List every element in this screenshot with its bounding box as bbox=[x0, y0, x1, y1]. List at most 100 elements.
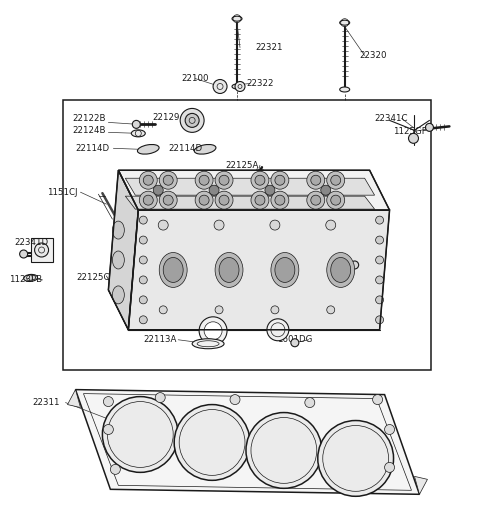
Circle shape bbox=[376, 296, 384, 304]
Circle shape bbox=[326, 220, 336, 230]
Ellipse shape bbox=[112, 251, 124, 269]
Circle shape bbox=[384, 462, 395, 472]
Polygon shape bbox=[75, 389, 420, 494]
Circle shape bbox=[376, 256, 384, 264]
Circle shape bbox=[270, 220, 280, 230]
Circle shape bbox=[275, 195, 285, 205]
Circle shape bbox=[327, 191, 345, 209]
Circle shape bbox=[271, 171, 289, 189]
Text: 1151CJ: 1151CJ bbox=[47, 188, 77, 197]
Circle shape bbox=[163, 195, 173, 205]
Circle shape bbox=[139, 276, 147, 284]
Circle shape bbox=[159, 191, 177, 209]
Circle shape bbox=[327, 306, 335, 314]
Text: 22311: 22311 bbox=[33, 398, 60, 407]
Circle shape bbox=[384, 425, 395, 434]
Circle shape bbox=[230, 394, 240, 405]
Circle shape bbox=[103, 397, 113, 407]
Ellipse shape bbox=[313, 204, 327, 211]
Circle shape bbox=[305, 398, 315, 408]
Ellipse shape bbox=[275, 258, 295, 283]
Circle shape bbox=[185, 113, 199, 127]
Text: 22114D: 22114D bbox=[168, 144, 203, 153]
Circle shape bbox=[331, 175, 341, 185]
Text: 22114D: 22114D bbox=[75, 144, 109, 153]
Circle shape bbox=[275, 175, 285, 185]
Ellipse shape bbox=[327, 252, 355, 287]
Text: 22124C: 22124C bbox=[323, 199, 356, 207]
Ellipse shape bbox=[194, 145, 216, 154]
Circle shape bbox=[139, 316, 147, 324]
Text: 22341C: 22341C bbox=[374, 114, 408, 123]
Text: 1125GF: 1125GF bbox=[393, 127, 426, 136]
Ellipse shape bbox=[340, 20, 350, 25]
Text: 22124B: 22124B bbox=[72, 126, 106, 135]
Text: 22113A: 22113A bbox=[144, 335, 177, 344]
Circle shape bbox=[246, 412, 322, 489]
Circle shape bbox=[376, 276, 384, 284]
Circle shape bbox=[195, 171, 213, 189]
Circle shape bbox=[376, 316, 384, 324]
Ellipse shape bbox=[112, 221, 124, 239]
Circle shape bbox=[327, 171, 345, 189]
Polygon shape bbox=[415, 476, 428, 494]
Text: 22125A: 22125A bbox=[225, 161, 258, 170]
Circle shape bbox=[110, 464, 120, 474]
Polygon shape bbox=[31, 238, 52, 262]
Text: 22112A: 22112A bbox=[149, 323, 182, 332]
Polygon shape bbox=[119, 170, 390, 210]
Circle shape bbox=[321, 185, 331, 195]
Circle shape bbox=[139, 296, 147, 304]
Ellipse shape bbox=[219, 258, 239, 283]
Circle shape bbox=[144, 175, 153, 185]
Circle shape bbox=[219, 195, 229, 205]
Text: 1571TC: 1571TC bbox=[341, 264, 373, 272]
Circle shape bbox=[144, 195, 153, 205]
Circle shape bbox=[408, 133, 419, 143]
Circle shape bbox=[271, 306, 279, 314]
Circle shape bbox=[213, 80, 227, 94]
Text: 22100: 22100 bbox=[181, 74, 209, 83]
Circle shape bbox=[235, 82, 245, 91]
Circle shape bbox=[372, 394, 383, 405]
Text: 22321: 22321 bbox=[255, 43, 282, 52]
Circle shape bbox=[174, 405, 250, 480]
Text: 1123PB: 1123PB bbox=[9, 275, 42, 285]
Circle shape bbox=[139, 216, 147, 224]
Circle shape bbox=[158, 220, 168, 230]
Circle shape bbox=[155, 392, 165, 403]
Ellipse shape bbox=[215, 252, 243, 287]
Circle shape bbox=[103, 425, 113, 434]
Text: 22341D: 22341D bbox=[15, 238, 49, 246]
Ellipse shape bbox=[192, 339, 224, 349]
Circle shape bbox=[255, 195, 265, 205]
Circle shape bbox=[163, 175, 173, 185]
Circle shape bbox=[159, 306, 167, 314]
Circle shape bbox=[102, 397, 178, 472]
Text: 1152AB: 1152AB bbox=[333, 281, 367, 289]
Text: 22129: 22129 bbox=[152, 113, 180, 122]
Polygon shape bbox=[68, 389, 81, 408]
Ellipse shape bbox=[271, 252, 299, 287]
Circle shape bbox=[351, 261, 359, 269]
Text: 22122C: 22122C bbox=[323, 187, 356, 196]
Circle shape bbox=[219, 175, 229, 185]
Circle shape bbox=[316, 189, 324, 197]
Ellipse shape bbox=[24, 274, 37, 282]
Circle shape bbox=[425, 123, 433, 131]
Circle shape bbox=[376, 216, 384, 224]
Circle shape bbox=[251, 191, 269, 209]
Circle shape bbox=[251, 171, 269, 189]
Polygon shape bbox=[125, 196, 374, 209]
Circle shape bbox=[376, 236, 384, 244]
Polygon shape bbox=[108, 170, 138, 330]
Circle shape bbox=[199, 195, 209, 205]
Circle shape bbox=[271, 191, 289, 209]
Circle shape bbox=[318, 421, 394, 496]
Circle shape bbox=[311, 195, 321, 205]
Text: 22125C: 22125C bbox=[76, 273, 110, 283]
Circle shape bbox=[195, 191, 213, 209]
Ellipse shape bbox=[112, 286, 124, 304]
Circle shape bbox=[215, 171, 233, 189]
Bar bbox=[62, 101, 432, 369]
